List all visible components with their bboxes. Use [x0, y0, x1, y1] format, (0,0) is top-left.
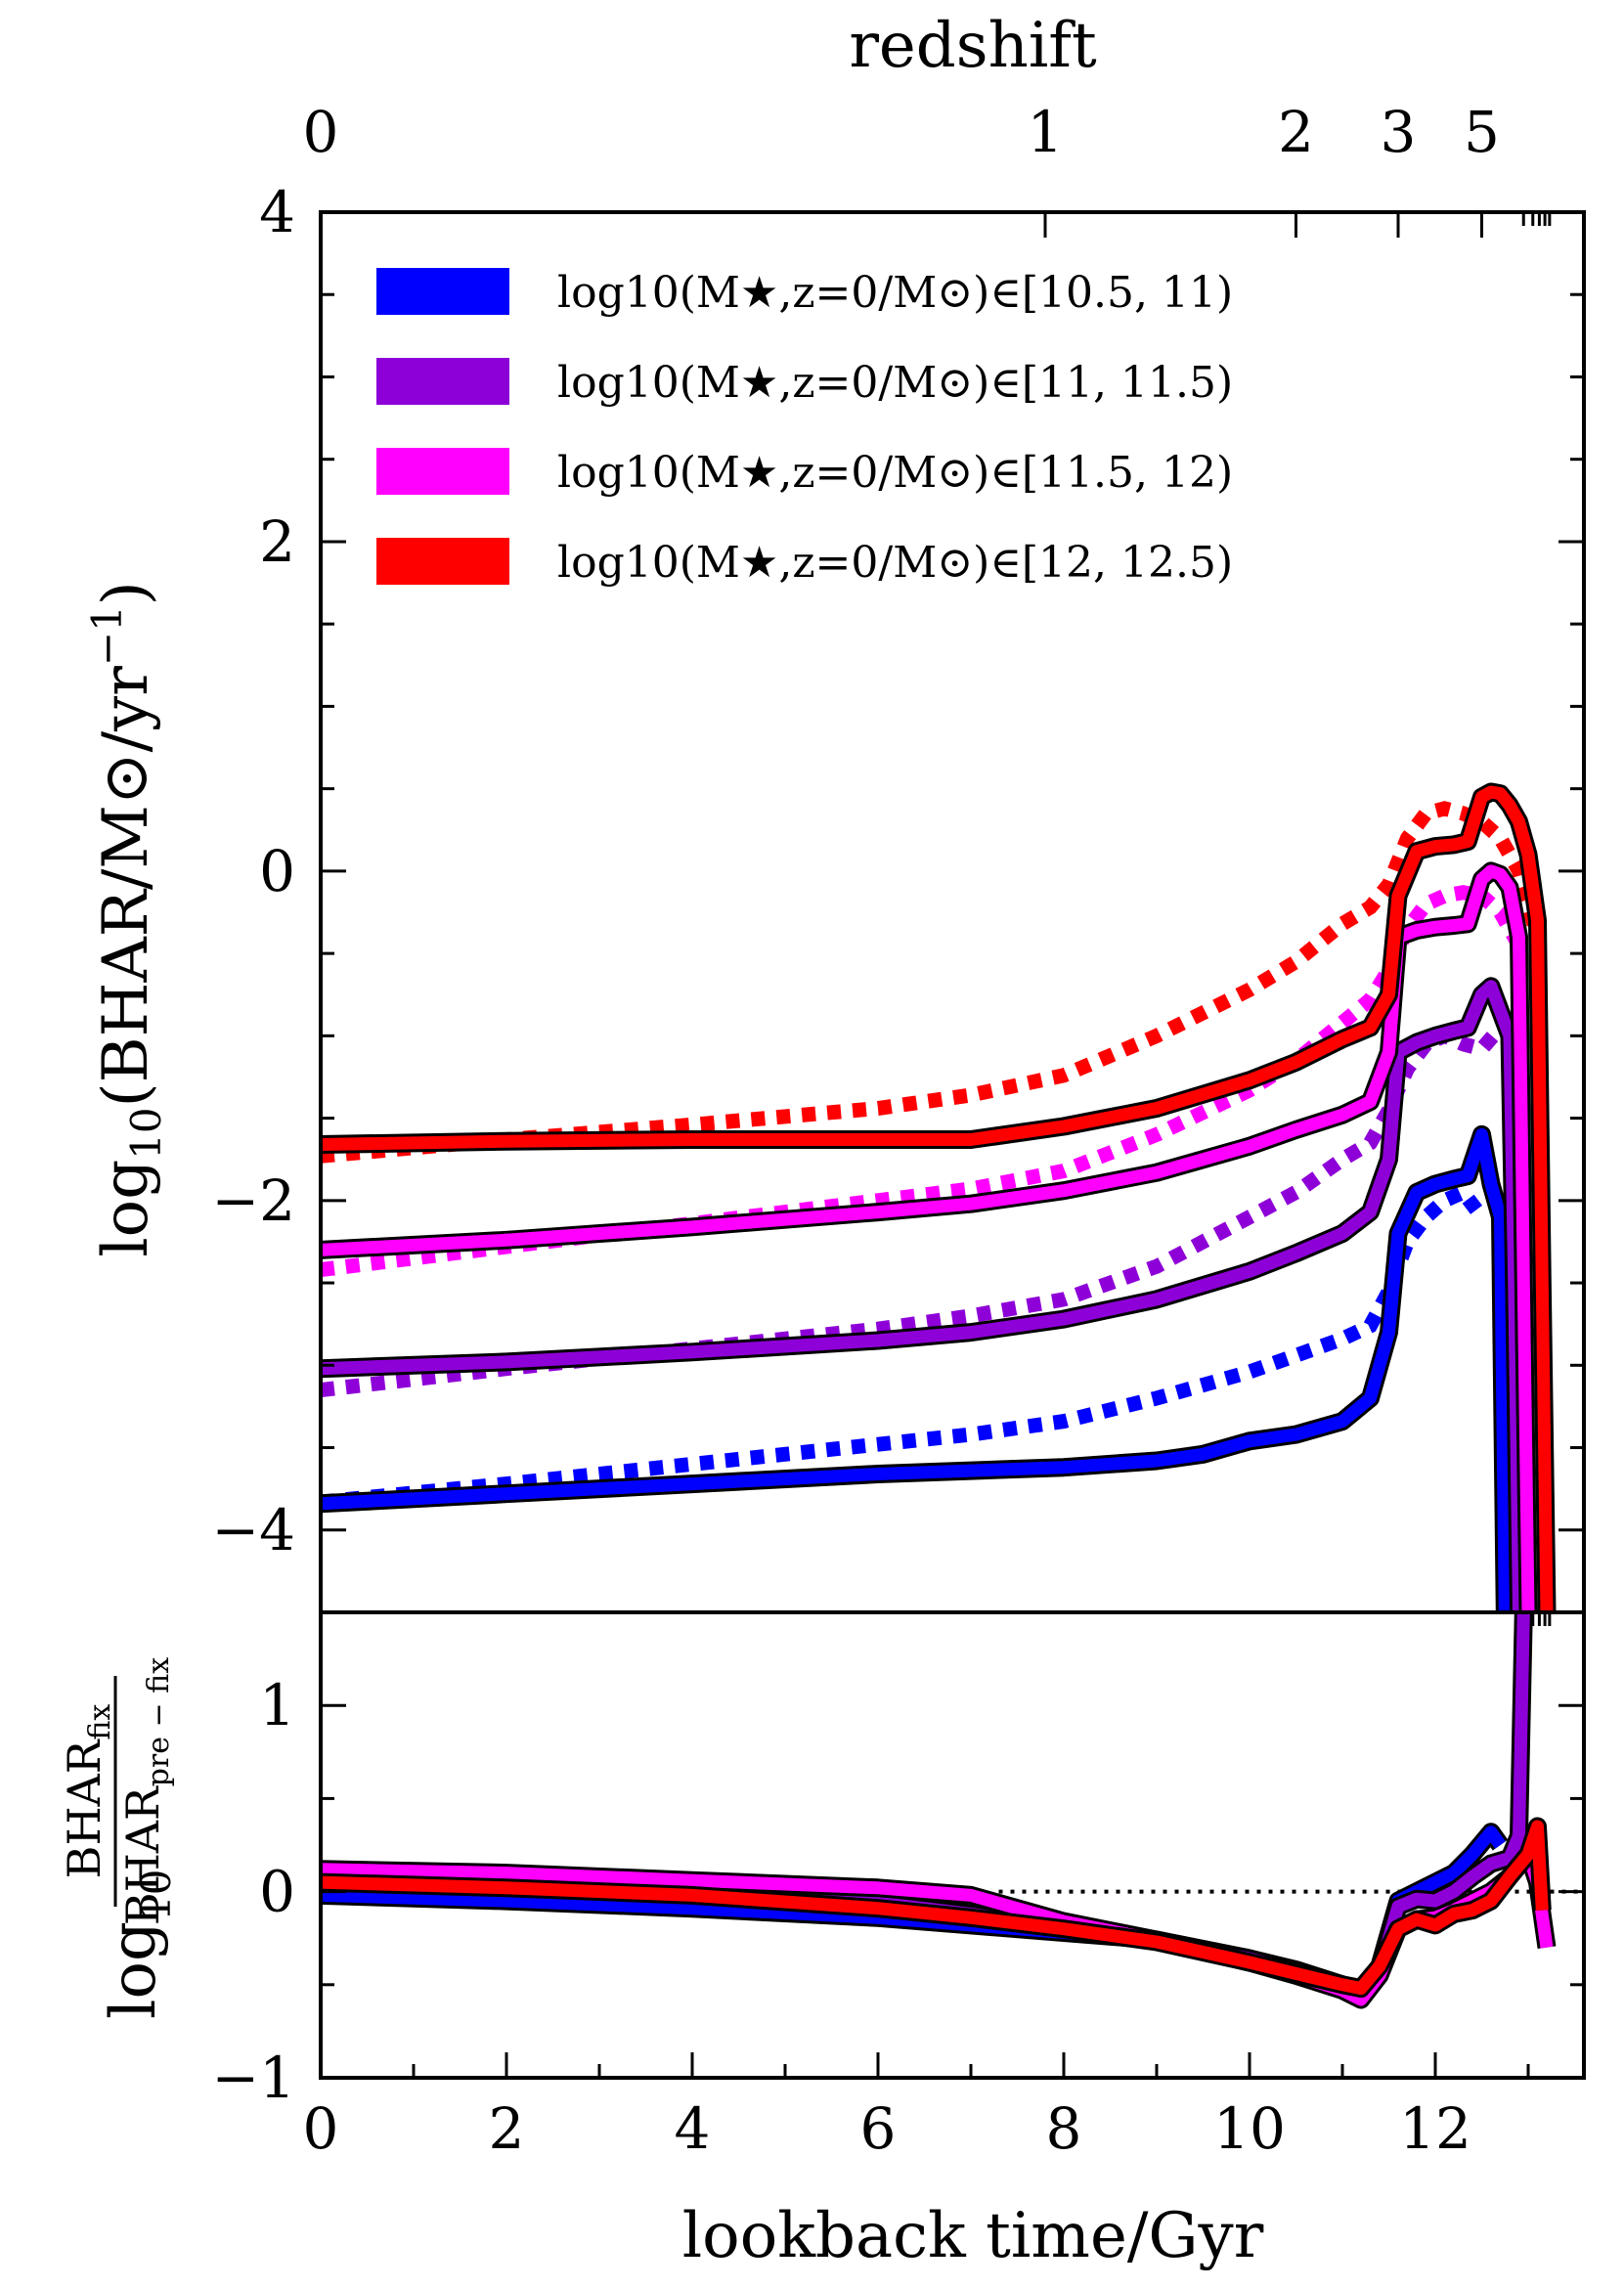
- bottom-y-axis-title: log10 BHARfix BHARpre − fix: [58, 1657, 180, 2019]
- top-ylabel-log: log: [90, 1160, 162, 1257]
- x-axis-title: lookback time/Gyr: [682, 2200, 1264, 2272]
- y-tick-label: 2: [259, 508, 295, 575]
- x-tick-label: 8: [1046, 2095, 1082, 2162]
- legend-label: log10(M★,z=0/M⊙)∈[12, 12.5): [557, 538, 1233, 588]
- legend-swatch: [376, 448, 509, 495]
- bottom-y-tick-label: 0: [259, 1859, 295, 1925]
- ratio-series-12-12.5: [321, 1820, 1549, 1996]
- x-tick-label: 4: [675, 2095, 711, 2162]
- series-solid-11-11.5-fix: [321, 980, 1525, 1612]
- top-series-group: [321, 782, 1557, 1612]
- legend-label: log10(M★,z=0/M⊙)∈[10.5, 11): [557, 268, 1233, 318]
- x-tick-label: 12: [1399, 2095, 1471, 2162]
- y-tick-label: 4: [259, 179, 295, 245]
- y-tick-label: 0: [259, 838, 295, 904]
- series-outline-11-11.5-fix: [321, 977, 1528, 1612]
- y-tick-label: −2: [212, 1167, 296, 1234]
- x-tick-label: 10: [1213, 2095, 1286, 2162]
- series-dotted-11.5-12-pre-fix: [321, 885, 1526, 1278]
- top-ylabel-rest: (BHAR/M⊙/yr: [90, 666, 162, 1108]
- top-ylabel-sub: 10: [122, 1107, 170, 1159]
- top-ylabel-sup: −1: [83, 605, 131, 666]
- series-dotted-10.5-11-pre-fix: [321, 1183, 1488, 1510]
- legend-label: log10(M★,z=0/M⊙)∈[11, 11.5): [557, 358, 1233, 408]
- bottom-series-group: [321, 1612, 1584, 2009]
- redshift-tick-label: 5: [1464, 99, 1500, 165]
- ratio-series-11-11.5: [321, 1612, 1530, 2001]
- redshift-tick-label: 2: [1278, 99, 1314, 165]
- x-tick-label: 0: [303, 2095, 339, 2162]
- legend: log10(M★,z=0/M⊙)∈[10.5, 11) log10(M★,z=0/…: [376, 268, 1233, 588]
- series-solid-12-12.5-fix: [321, 785, 1554, 1612]
- redshift-tick-label: 0: [303, 99, 339, 165]
- bottom-ylabel-denominator: BHARpre − fix: [116, 1657, 176, 1925]
- top-panel: 4 2 0 −2 −4 0 1 2 3 5 log10(M★,z=0/M⊙)∈[10.5, 11)…: [212, 99, 1586, 1626]
- redshift-tick-label: 1: [1028, 99, 1064, 165]
- x-tick-label: 2: [489, 2095, 525, 2162]
- bottom-y-tick-label: −1: [212, 2045, 296, 2111]
- bottom-ylabel-log: log10: [98, 1870, 180, 2019]
- y-tick-label: −4: [212, 1497, 296, 1563]
- legend-swatch: [376, 538, 509, 585]
- top-panel-ticks: 4 2 0 −2 −4 0 1 2 3 5: [212, 99, 1584, 1626]
- top-ylabel-close: ): [90, 581, 162, 605]
- x-tick-label: 6: [860, 2095, 897, 2162]
- top-y-axis-title: log10(BHAR/M⊙/yr−1): [83, 581, 170, 1257]
- legend-swatch: [376, 268, 509, 315]
- series-solid-10.5-11-fix: [321, 1127, 1512, 1612]
- bottom-ylabel-numerator: BHARfix: [58, 1704, 117, 1879]
- legend-label: log10(M★,z=0/M⊙)∈[11.5, 12): [557, 448, 1233, 498]
- legend-swatch: [376, 358, 509, 405]
- bottom-y-tick-label: 1: [259, 1672, 295, 1738]
- ratio-outline-11-11.5: [321, 1612, 1533, 2003]
- bottom-panel-frame: [319, 1610, 1586, 2080]
- top-axis-title: redshift: [849, 10, 1097, 82]
- redshift-tick-label: 3: [1381, 99, 1417, 165]
